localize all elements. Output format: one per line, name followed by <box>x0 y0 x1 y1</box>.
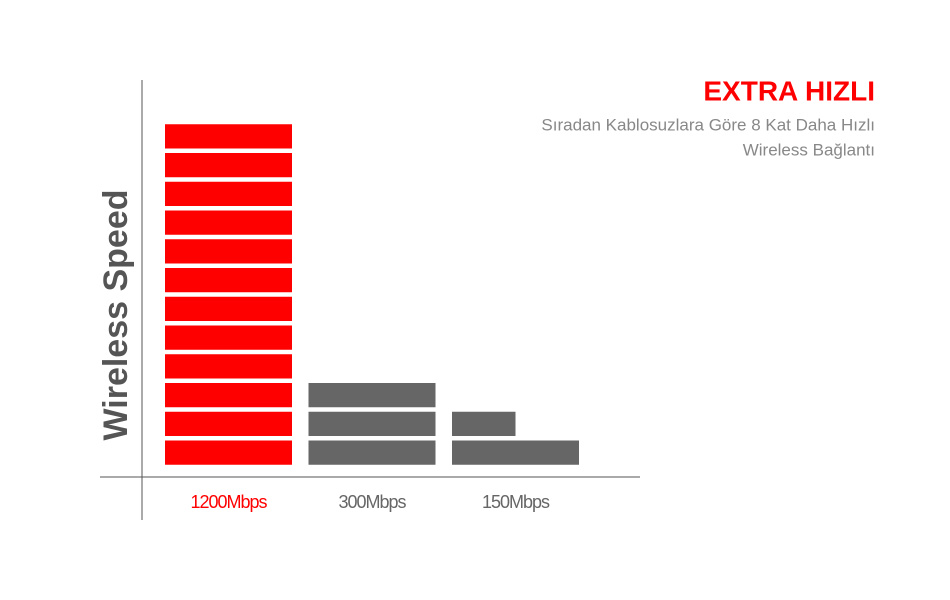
bar-block <box>165 440 292 465</box>
bar-block <box>452 411 516 436</box>
bar-block <box>165 124 292 149</box>
x-tick-label: 150Mbps <box>482 492 550 512</box>
y-axis-label: Wireless Speed <box>97 189 135 440</box>
bar-block <box>165 268 292 293</box>
subtitle: Sıradan Kablosuzlara Göre 8 Kat Daha Hız… <box>541 115 875 134</box>
subtitle: Wireless Bağlantı <box>743 140 875 159</box>
bar-block <box>165 210 292 235</box>
x-tick-label: 1200Mbps <box>190 492 267 512</box>
bar-block <box>165 239 292 264</box>
bar-block <box>165 354 292 379</box>
bar-block <box>165 153 292 178</box>
bar-block <box>165 411 292 436</box>
x-tick-label: 300Mbps <box>338 492 406 512</box>
bar-block <box>165 383 292 408</box>
bar-block <box>308 383 436 408</box>
chart-title: EXTRA HIZLI <box>703 75 875 106</box>
bar-block <box>165 181 292 206</box>
bar-block <box>165 325 292 350</box>
bar-block <box>308 411 436 436</box>
bar-block <box>452 440 579 465</box>
bar-block <box>308 440 436 465</box>
bar-block <box>165 296 292 321</box>
